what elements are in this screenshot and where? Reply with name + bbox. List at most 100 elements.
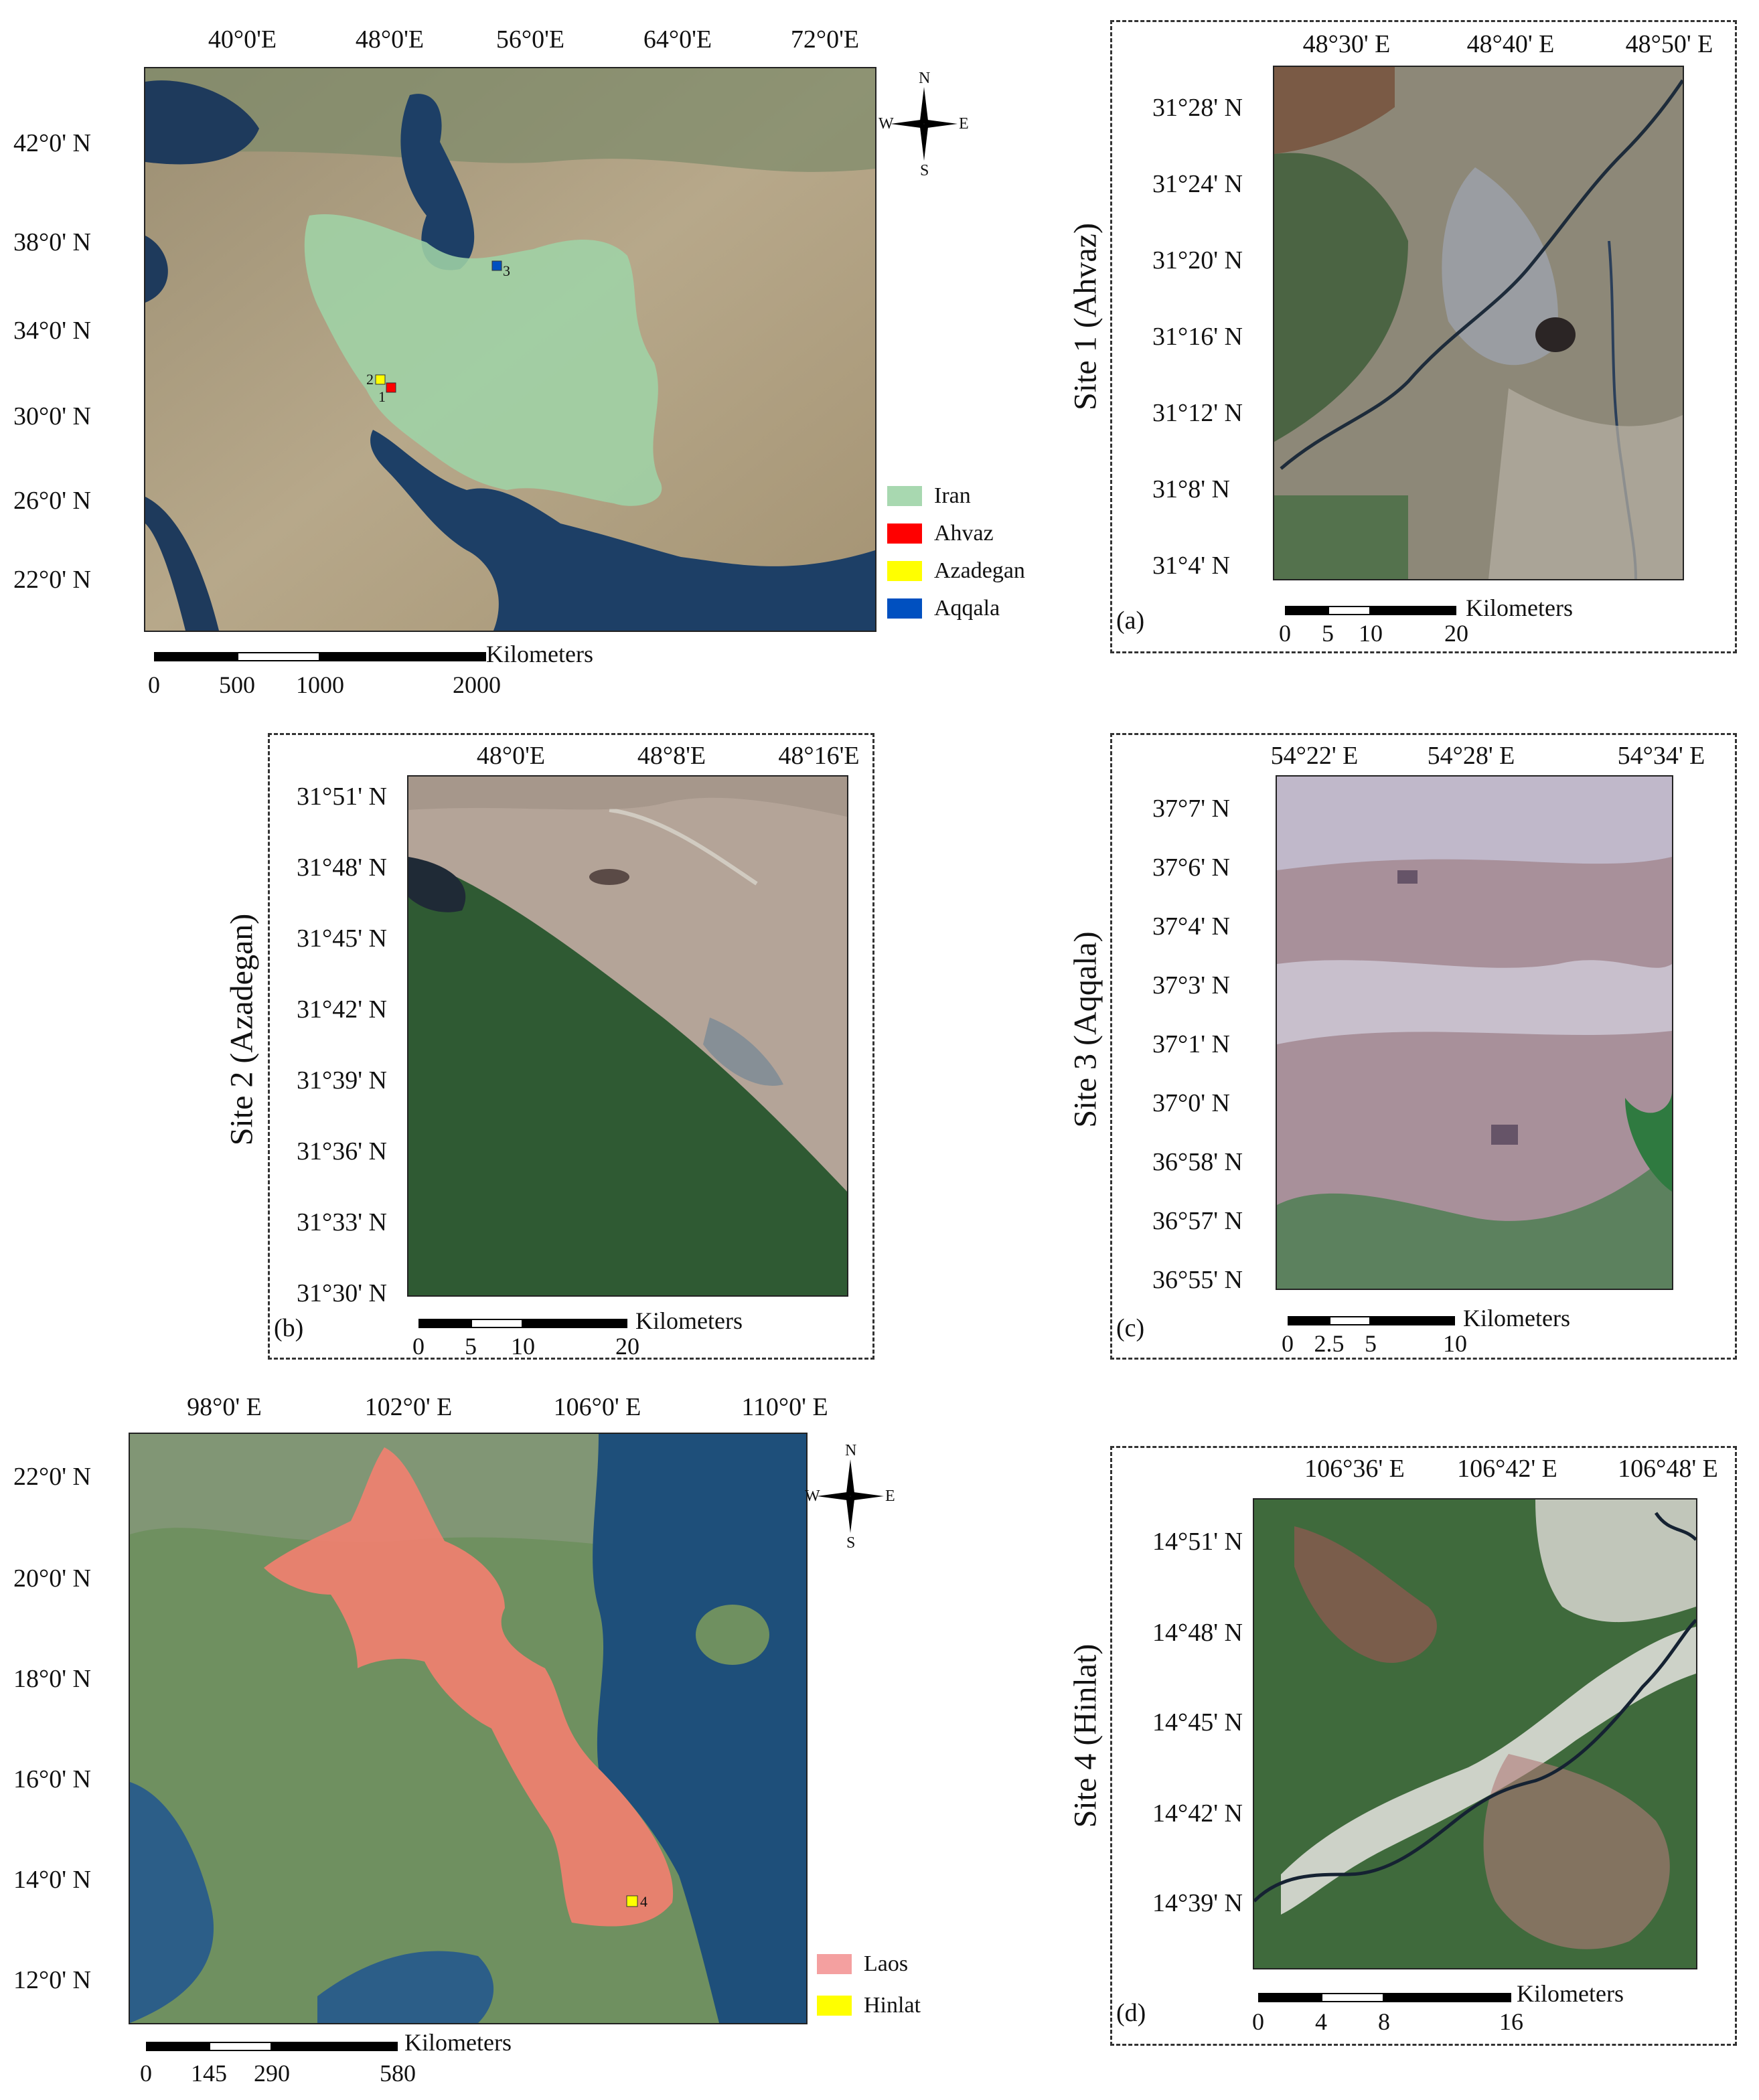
iran-x-tick: 56°0'E xyxy=(495,25,565,54)
compass-north-label: N xyxy=(919,70,931,87)
site1-y-tick: 31°24' N xyxy=(1152,170,1243,198)
iran-x-tick: 48°0'E xyxy=(355,25,425,54)
site1-y-tick: 31°4' N xyxy=(1152,552,1230,580)
site3-y-tick: 37°7' N xyxy=(1152,795,1230,823)
site2-y-tick: 31°48' N xyxy=(297,854,387,882)
site3-x-tick: 54°28' E xyxy=(1427,742,1515,770)
site3-y-tick: 36°57' N xyxy=(1152,1207,1243,1235)
site4-y-tick: 14°42' N xyxy=(1152,1799,1243,1828)
scale-label: 5 xyxy=(465,1333,477,1360)
panel-letter-b: (b) xyxy=(274,1314,304,1342)
scale-label: 145 xyxy=(191,2060,227,2087)
laos-x-tick: 98°0' E xyxy=(187,1393,262,1421)
legend-swatch xyxy=(887,523,922,544)
iran-satellite-map: 2 1 3 xyxy=(144,67,876,632)
scale-label: 2.5 xyxy=(1314,1330,1345,1357)
site4-title: Site 4 (Hinlat) xyxy=(1067,1643,1103,1828)
site2-y-tick: 31°45' N xyxy=(297,924,387,953)
site1-y-tick: 31°8' N xyxy=(1152,475,1230,503)
site3-x-tick: 54°34' E xyxy=(1617,742,1705,770)
site4-y-tick: 14°48' N xyxy=(1152,1619,1243,1647)
legend-label: Laos xyxy=(864,1951,909,1976)
legend-item-ahvaz: Ahvaz xyxy=(887,521,994,546)
site3-title: Site 3 (Aqqala) xyxy=(1067,931,1103,1128)
scale-label: 16 xyxy=(1499,2008,1523,2035)
scale-label: 0 xyxy=(1252,2008,1264,2035)
site1-y-tick: 31°16' N xyxy=(1152,323,1243,351)
site3-satellite-map xyxy=(1276,775,1673,1290)
panel-letter-d: (d) xyxy=(1116,1999,1146,2027)
site1-panel: Site 1 (Ahvaz) 48°30' E 48°40' E 48°50' … xyxy=(1068,20,1737,653)
site2-scale-bar: Kilometers 0 5 10 20 xyxy=(412,1307,753,1360)
laos-y-tick: 14°0' N xyxy=(13,1866,91,1894)
legend-swatch xyxy=(817,1996,852,2016)
compass-east-label: E xyxy=(959,115,969,133)
legend-item-hinlat: Hinlat xyxy=(817,1993,921,2018)
site2-x-tick: 48°0'E xyxy=(476,742,546,770)
site2-y-tick: 31°30' N xyxy=(297,1279,387,1307)
laos-y-tick: 16°0' N xyxy=(13,1765,91,1793)
iran-x-tick: 72°0'E xyxy=(790,25,860,54)
legend-label: Ahvaz xyxy=(934,521,994,546)
scale-label: 10 xyxy=(1443,1330,1467,1357)
site-marker-label: 2 xyxy=(366,371,374,388)
iran-y-tick: 34°0' N xyxy=(13,317,91,345)
compass-south-label: S xyxy=(920,162,929,179)
scale-label: 10 xyxy=(1359,620,1383,647)
legend-label: Azadegan xyxy=(934,558,1025,583)
site4-y-tick: 14°45' N xyxy=(1152,1708,1243,1736)
site1-x-tick: 48°50' E xyxy=(1625,30,1713,58)
laos-x-tick: 110°0' E xyxy=(741,1393,828,1421)
iran-y-tick: 26°0' N xyxy=(13,487,91,515)
legend-label: Iran xyxy=(934,483,971,508)
scale-label: 5 xyxy=(1322,620,1334,647)
site3-y-tick: 37°1' N xyxy=(1152,1030,1230,1058)
site2-y-tick: 31°39' N xyxy=(297,1066,387,1095)
panel-letter-a: (a) xyxy=(1116,607,1145,635)
site1-title: Site 1 (Ahvaz) xyxy=(1067,223,1103,410)
scale-label: 0 xyxy=(148,671,160,698)
scale-unit: Kilometers xyxy=(1517,1980,1624,2007)
site4-panel: Site 4 (Hinlat) 106°36' E 106°42' E 106°… xyxy=(1068,1446,1737,2046)
hinlat-marker xyxy=(626,1895,638,1907)
laos-x-tick: 102°0' E xyxy=(364,1393,453,1421)
iran-y-tick: 22°0' N xyxy=(13,566,91,594)
site1-x-tick: 48°40' E xyxy=(1466,30,1555,58)
scale-label: 0 xyxy=(1279,620,1291,647)
site3-y-tick: 36°58' N xyxy=(1152,1148,1243,1176)
site3-panel: Site 3 (Aqqala) 54°22' E 54°28' E 54°34'… xyxy=(1068,733,1737,1360)
site4-satellite-map xyxy=(1253,1498,1697,1969)
compass-rose-icon: N S W E xyxy=(805,1442,895,1552)
site2-panel: Site 2 (Azadegan) 48°0'E 48°8'E 48°16'E … xyxy=(224,733,874,1360)
scale-label: 290 xyxy=(254,2060,290,2087)
scale-unit: Kilometers xyxy=(635,1307,743,1334)
aqqala-marker xyxy=(491,260,502,271)
scale-label: 0 xyxy=(1282,1330,1294,1357)
site2-y-tick: 31°36' N xyxy=(297,1137,387,1165)
site3-x-tick: 54°22' E xyxy=(1270,742,1359,770)
legend-swatch xyxy=(887,561,922,581)
iran-map-graphic xyxy=(145,68,875,631)
scale-label: 500 xyxy=(219,671,255,698)
site2-y-tick: 31°33' N xyxy=(297,1208,387,1236)
site4-scale-bar: Kilometers 0 4 8 16 xyxy=(1252,1980,1660,2035)
legend-item-aqqala: Aqqala xyxy=(887,596,1000,621)
scale-label: 0 xyxy=(140,2060,152,2087)
legend-swatch xyxy=(887,486,922,506)
site3-scale-bar: Kilometers 0 2.5 5 10 xyxy=(1282,1305,1622,1357)
site4-x-tick: 106°42' E xyxy=(1457,1455,1557,1483)
laos-scale-bar: Kilometers 0 145 290 580 xyxy=(140,2029,615,2093)
site1-y-tick: 31°12' N xyxy=(1152,399,1243,427)
scale-label: 2000 xyxy=(453,671,501,698)
scale-label: 580 xyxy=(380,2060,416,2087)
iran-y-tick: 38°0' N xyxy=(13,228,91,256)
site2-satellite-map xyxy=(407,775,848,1297)
site4-x-tick: 106°36' E xyxy=(1304,1455,1405,1483)
compass-north-label: N xyxy=(845,1442,857,1459)
legend-label: Aqqala xyxy=(934,596,1000,621)
scale-label: 20 xyxy=(1444,620,1468,647)
site-marker-label: 1 xyxy=(378,388,386,405)
compass-rose-icon: N S W E xyxy=(878,70,969,179)
laos-y-tick: 18°0' N xyxy=(13,1665,91,1693)
scale-label: 20 xyxy=(615,1333,639,1360)
